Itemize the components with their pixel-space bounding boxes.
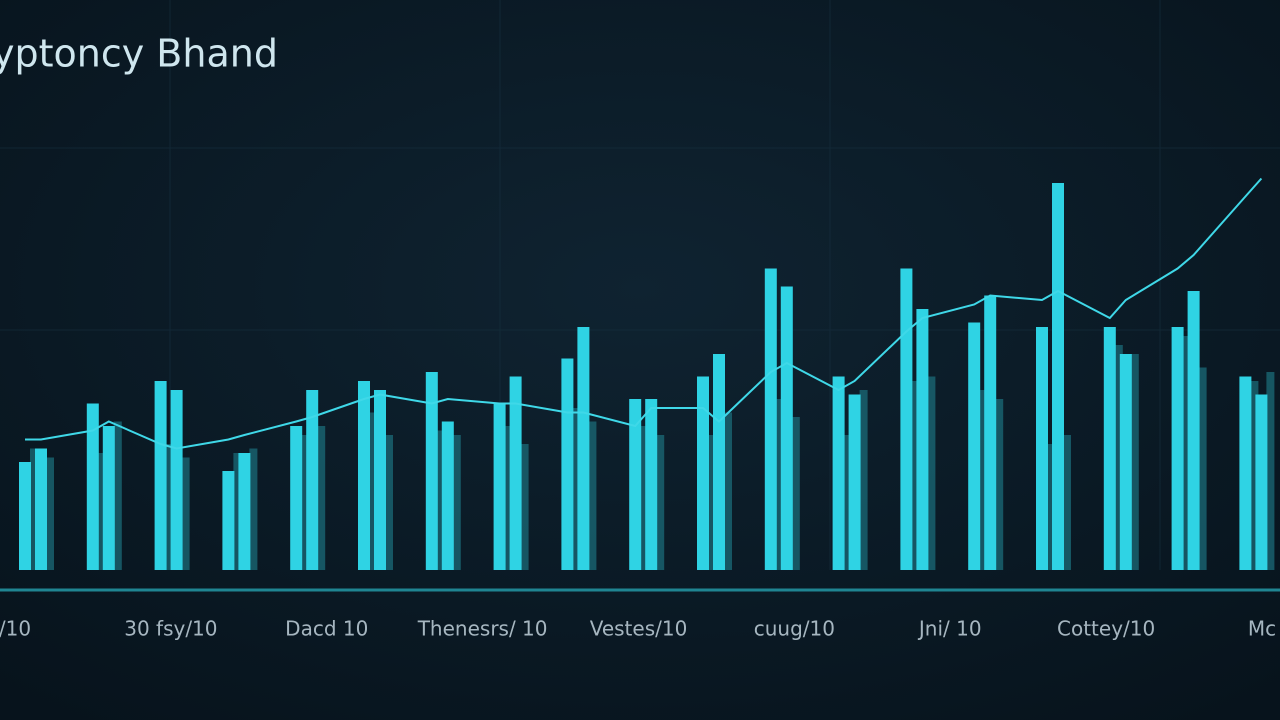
bar [1266,372,1275,570]
bar [317,426,326,570]
bar [791,417,800,570]
bar [86,403,99,570]
bar [35,448,47,570]
bar [358,381,370,570]
line [25,177,1263,450]
x-tick-label: cuug/10 [754,617,835,641]
bar [385,435,393,570]
bar [306,390,319,570]
bar [713,354,725,570]
bar [640,426,649,570]
decor-grid [0,0,1280,570]
bar [1052,183,1064,570]
bar [504,426,513,570]
bar [588,421,597,570]
bar [708,435,716,570]
bar [911,381,920,570]
bar [1036,327,1048,570]
bar [154,381,167,570]
bar [645,399,658,570]
bar [968,322,981,570]
bar [848,394,861,570]
bar [1255,394,1268,570]
bar [170,390,183,570]
bar [441,421,454,570]
bar [843,435,852,570]
bar [520,444,529,570]
bar [900,268,913,570]
bar [238,453,251,570]
x-tick-label: Thenesrs/ 10 [417,617,548,641]
bar [979,390,988,570]
bar [181,457,190,570]
bar [656,435,665,570]
x-tick-label: Jni/ 10 [917,617,982,641]
bar [780,286,793,570]
bar [859,390,868,570]
bar [493,403,506,570]
bar [222,471,235,570]
bar [436,430,445,570]
x-tick-label: 30 fsy/10 [124,617,217,641]
bar [452,435,461,570]
bar [165,444,174,570]
bar [916,309,929,570]
bar [1063,435,1071,570]
x-tick-label: /10 [0,617,31,641]
bar [1182,336,1191,570]
chart-title: yptoncy Bhand [0,32,278,76]
bar [1047,444,1055,570]
bar [572,408,581,570]
bar [1239,376,1252,570]
bar [1114,345,1123,570]
bar [629,399,642,570]
bar [697,376,709,570]
x-tick-label: Cottey/10 [1057,617,1155,641]
bar [1119,354,1132,570]
x-tick-label: Dacd 10 [285,617,368,641]
x-tick-label: Vestes/10 [590,617,688,641]
bar [1103,327,1116,570]
bar [19,462,31,570]
bar [984,295,997,570]
bar [374,390,386,570]
bar [577,327,590,570]
bar [233,453,242,570]
bar [775,399,784,570]
x-tick-label: Mc [1248,617,1276,641]
bar [369,412,377,570]
bar [30,448,38,570]
bar [425,372,438,570]
bar [1198,367,1207,570]
bar [102,426,115,570]
bar [832,376,845,570]
bar [927,376,936,570]
bar [995,399,1004,570]
bar [97,453,106,570]
bar [113,421,122,570]
bar [301,435,310,570]
bar [1187,291,1200,570]
bar [764,268,777,570]
bar [1250,381,1259,570]
bar [1171,327,1184,570]
bar [1130,354,1139,570]
bar [46,457,54,570]
bar [290,426,303,570]
bar [724,412,732,570]
bar [561,358,574,570]
bar [249,448,258,570]
bar [509,376,522,570]
